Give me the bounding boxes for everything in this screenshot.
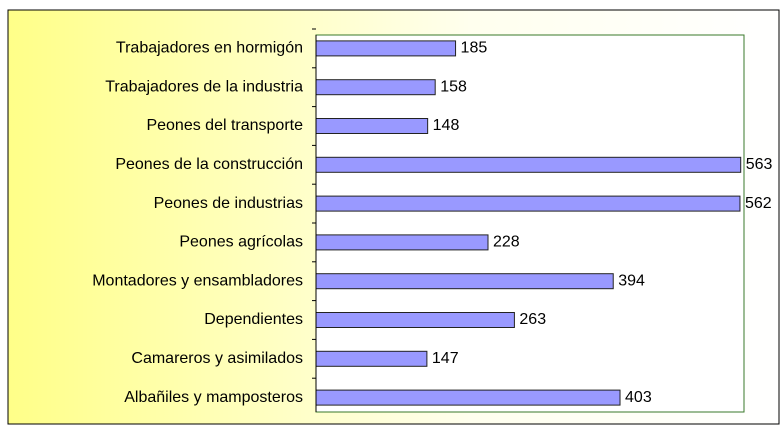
bar: [315, 118, 429, 134]
category-label: Trabajadores en hormigón: [116, 40, 303, 57]
value-label: 403: [625, 389, 652, 406]
category-label: Albañiles y mamposteros: [124, 389, 303, 406]
category-label: Dependientes: [204, 311, 303, 328]
category-label: Montadores y ensambladores: [92, 272, 303, 289]
category-label: Camareros y asimilados: [131, 350, 303, 367]
value-label: 263: [519, 311, 546, 328]
bar: [315, 350, 428, 367]
bar: [315, 195, 741, 212]
bar: [315, 389, 621, 406]
bar: [315, 312, 515, 328]
value-label: 394: [618, 272, 645, 289]
value-label: 562: [745, 195, 772, 212]
bar: [315, 40, 457, 57]
value-label: 185: [461, 40, 488, 57]
value-label: 228: [493, 234, 520, 251]
category-label: Trabajadores de la industria: [105, 78, 303, 95]
bar: [315, 156, 742, 173]
bar: [315, 234, 489, 251]
bar: [315, 79, 436, 96]
category-label: Peones de industrias: [154, 195, 303, 212]
category-label: Peones de la construcción: [115, 156, 303, 173]
value-label: 158: [440, 78, 467, 95]
plot-area: [315, 34, 745, 413]
category-label: Peones agrícolas: [179, 234, 303, 251]
bar: [315, 273, 614, 290]
value-label: 147: [432, 350, 459, 367]
value-label: 563: [746, 156, 773, 173]
category-label: Peones del transporte: [146, 117, 303, 134]
value-label: 148: [433, 117, 460, 134]
